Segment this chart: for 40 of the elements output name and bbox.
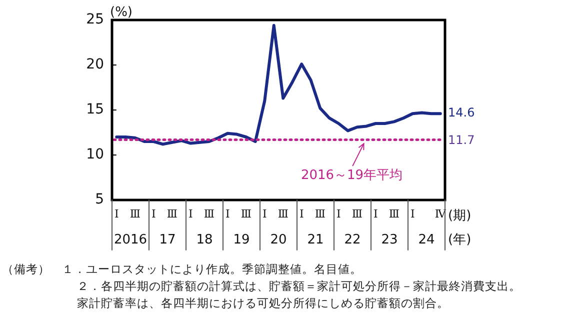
- x-tick-label: Ⅲ: [204, 207, 214, 220]
- text: 2016: [114, 232, 148, 248]
- x-tick-label: Ⅲ: [130, 207, 140, 220]
- y-tick-label: 25: [86, 12, 104, 28]
- x-tick-label: Ⅲ: [278, 207, 288, 220]
- text: 22: [344, 232, 361, 248]
- y-tick-label: 15: [86, 102, 104, 118]
- x-tick-label: Ⅲ: [314, 207, 326, 220]
- text: （備考） １．ユーロスタットにより作成。季節調整値。名目値。: [2, 262, 362, 276]
- x-tick-label: Ⅰ: [299, 207, 304, 220]
- x-tick-label: Ⅰ: [336, 207, 341, 220]
- x-tick-label: Ⅲ: [240, 207, 252, 220]
- y-tick-label: 20: [86, 56, 104, 73]
- y-tick-label: 5: [95, 192, 104, 208]
- x-tick-label: Ⅰ: [188, 207, 193, 220]
- text: 19: [233, 232, 250, 248]
- x-tick-label: Ⅰ: [114, 207, 119, 220]
- y-tick-label: 10: [86, 146, 104, 163]
- x-axis-title: (期): [448, 208, 472, 224]
- text: 17: [159, 232, 176, 248]
- text: 21: [307, 232, 324, 248]
- text: 家計貯蓄率は、各四半期における可処分所得にしめる貯蓄額の割合。: [77, 296, 449, 310]
- text: 18: [196, 232, 213, 248]
- x-tick-label: Ⅰ: [373, 207, 378, 220]
- text: 23: [381, 232, 398, 248]
- x-tick-label: Ⅰ: [225, 207, 230, 220]
- data-label: 14.6: [448, 106, 475, 120]
- x-tick-label: Ⅰ: [262, 207, 267, 220]
- x-tick-label: Ⅲ: [166, 207, 178, 220]
- x-tick-label: Ⅰ: [410, 207, 415, 220]
- x-tick-label: Ⅲ: [352, 207, 362, 220]
- x-tick-label: Ⅰ: [151, 207, 156, 220]
- text: (年): [448, 232, 472, 248]
- x-tick-label: Ⅲ: [388, 207, 400, 220]
- text: 20: [270, 232, 287, 248]
- text: ２．各四半期の貯蓄額の計算式は、貯蓄額＝家計可処分所得－家計最終消費支出。: [77, 278, 521, 293]
- annotation: 2016～19年平均: [300, 168, 403, 184]
- y-axis-title: (%): [110, 4, 132, 20]
- text: 24: [418, 232, 435, 248]
- ref-line-label: 11.7: [448, 132, 475, 147]
